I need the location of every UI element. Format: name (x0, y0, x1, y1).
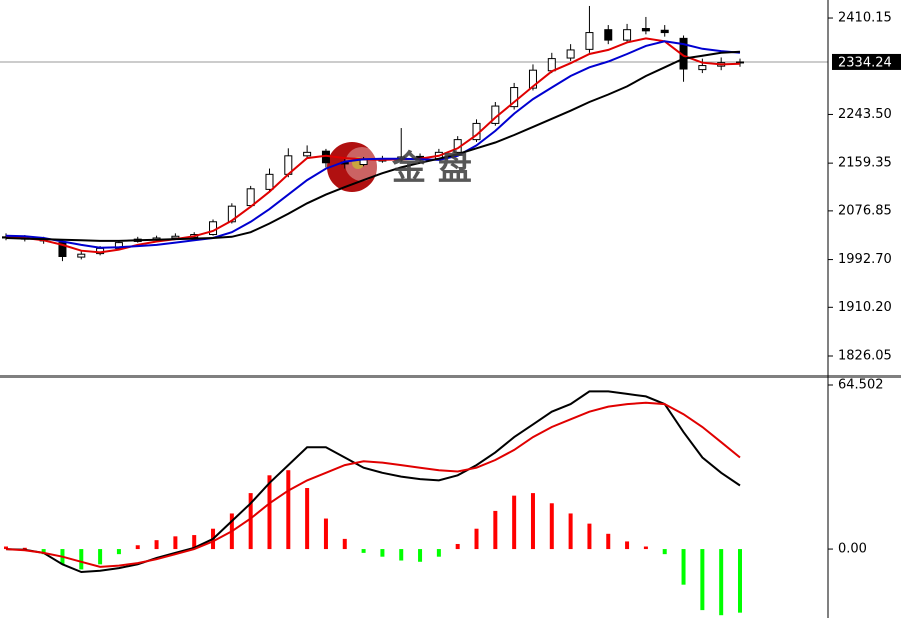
candle-body (528, 69, 537, 89)
y-tick-label: 1910.20 (838, 300, 892, 315)
macd-bar (662, 549, 667, 555)
macd-bar (530, 493, 535, 550)
candle-body (547, 58, 556, 72)
candle-body (227, 205, 236, 223)
macd-bar (399, 549, 404, 561)
macd-bar (192, 535, 197, 550)
last-price-box (832, 53, 901, 70)
y-tick-label: 2076.85 (838, 203, 892, 218)
candle-body (265, 173, 274, 190)
macd-bar (135, 545, 140, 550)
macd-bar (587, 523, 592, 550)
macd-bar (323, 518, 328, 550)
macd-bar (154, 540, 159, 550)
candle-body (585, 32, 594, 50)
macd-bar (738, 549, 742, 613)
macd-line (5, 401, 741, 568)
macd-bar (493, 510, 498, 550)
candle-body (171, 235, 180, 239)
macd-bar (173, 536, 178, 550)
macd-bar (248, 493, 253, 550)
y-tick-label: 2410.15 (838, 11, 892, 26)
candle-body (510, 87, 519, 108)
macd-bar (625, 541, 630, 550)
macd-bar (41, 549, 46, 555)
macd-bar (436, 549, 441, 557)
macd-bar (286, 470, 291, 550)
macd-bar (700, 549, 705, 611)
y-tick-label: 1992.70 (838, 252, 892, 267)
macd-bar (681, 549, 686, 585)
candle-body (246, 188, 255, 207)
macd-bar (267, 475, 272, 550)
candle-body (736, 61, 744, 64)
macd-bar (606, 533, 611, 550)
macd-bar (512, 495, 517, 550)
candle-body (566, 49, 575, 59)
macd-bar (116, 549, 121, 555)
macd-bar (98, 549, 103, 565)
macd-bar (79, 549, 84, 570)
candle-body (698, 65, 707, 71)
macd-bar (305, 488, 310, 550)
candle-body (303, 151, 312, 157)
macd-bar (361, 549, 366, 553)
candle-body (77, 253, 86, 258)
y-tick-label: 64.502 (838, 377, 884, 392)
macd-bar (342, 538, 347, 550)
candle-body (623, 29, 632, 41)
y-tick-label: 2243.50 (838, 107, 892, 122)
macd-bar (719, 549, 724, 616)
candle-body (641, 28, 650, 32)
moving-average (5, 40, 741, 249)
macd-bar (22, 547, 27, 550)
macd-bar (455, 543, 460, 550)
macd-bar (4, 546, 8, 550)
candle-body (58, 242, 67, 257)
macd-bar (643, 546, 648, 550)
candle-body (660, 29, 669, 34)
watermark: 金 盘 (391, 149, 472, 189)
macd-bar (474, 528, 479, 550)
y-tick-label: 0.00 (838, 542, 867, 557)
candle-body (114, 242, 123, 249)
macd-line (5, 390, 741, 574)
y-tick-label: 2159.35 (838, 156, 892, 171)
macd-bar (418, 549, 423, 562)
y-tick-label: 1826.05 (838, 348, 892, 363)
last-price-label: 2334.24 (838, 55, 892, 70)
moving-average (5, 50, 741, 242)
macd-bar (568, 513, 573, 550)
candle-body (604, 29, 613, 41)
macd-bar (549, 503, 554, 550)
macd-bar (380, 549, 385, 557)
